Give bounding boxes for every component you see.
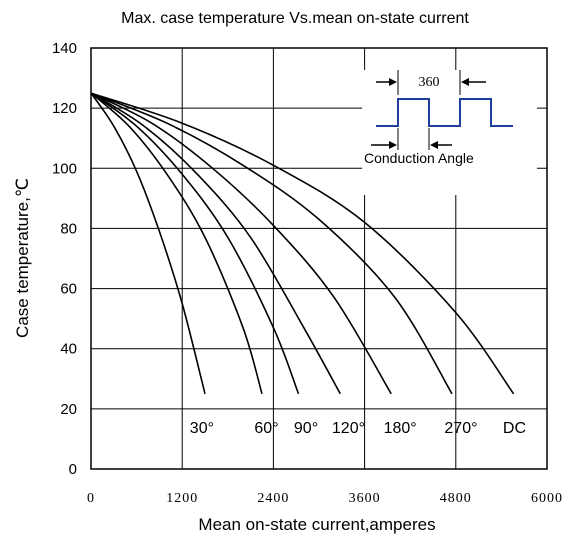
curve-label-2: 90° <box>294 420 318 437</box>
series-curve-1 <box>90 92 263 395</box>
series-curve-6 <box>90 92 515 395</box>
x-tick-0: 0 <box>87 491 95 506</box>
y-tick-5: 100 <box>52 160 77 177</box>
angle-arrowhead-right <box>430 141 438 149</box>
waveform-inset: 360 Conduction Angle <box>362 70 537 195</box>
y-tick-2: 40 <box>60 341 77 358</box>
waveform-line <box>376 98 513 127</box>
y-tick-7: 140 <box>52 40 77 57</box>
period-arrowhead-right <box>461 78 469 86</box>
series-curve-0 <box>90 92 206 394</box>
y-tick-6: 120 <box>52 100 77 117</box>
curve-label-6: DC <box>503 420 526 437</box>
angle-arrowhead-left <box>389 141 397 149</box>
curve-labels: 30° 60° 90° 120° 180° 270° DC <box>190 420 526 437</box>
x-tick-5: 6000 <box>531 491 563 506</box>
plot-frame <box>90 47 548 470</box>
period-label: 360 <box>419 75 440 90</box>
x-tick-3: 3600 <box>349 491 381 506</box>
x-tick-1: 1200 <box>166 491 198 506</box>
x-tick-4: 4800 <box>440 491 472 506</box>
series-curve-3 <box>90 92 341 395</box>
series-curve-2 <box>90 92 300 395</box>
y-tick-1: 20 <box>60 401 77 418</box>
curve-label-4: 180° <box>384 420 417 437</box>
x-axis-label: Mean on-state current,amperes <box>198 515 435 534</box>
series-curve-4 <box>90 92 392 395</box>
series-curves <box>90 92 515 395</box>
y-tick-3: 60 <box>60 281 77 298</box>
y-tick-0: 0 <box>69 461 77 478</box>
y-axis-label: Case temperature,℃ <box>13 178 32 338</box>
curve-label-1: 60° <box>254 420 278 437</box>
x-tick-2: 2400 <box>257 491 289 506</box>
period-arrowhead-left <box>389 78 397 86</box>
y-tick-4: 80 <box>60 220 77 237</box>
inset-background <box>362 70 537 195</box>
conduction-angle-label: Conduction Angle <box>364 150 474 166</box>
y-tick-labels: 0 20 40 60 80 100 120 140 <box>52 40 77 478</box>
series-curve-5 <box>90 92 453 395</box>
curve-label-0: 30° <box>190 420 214 437</box>
x-tick-labels: 0 1200 2400 3600 4800 6000 <box>87 491 563 506</box>
grid <box>91 48 547 469</box>
curve-label-3: 120° <box>332 420 365 437</box>
curve-label-5: 270° <box>444 420 477 437</box>
chart-title: Max. case temperature Vs.mean on-state c… <box>121 10 469 27</box>
